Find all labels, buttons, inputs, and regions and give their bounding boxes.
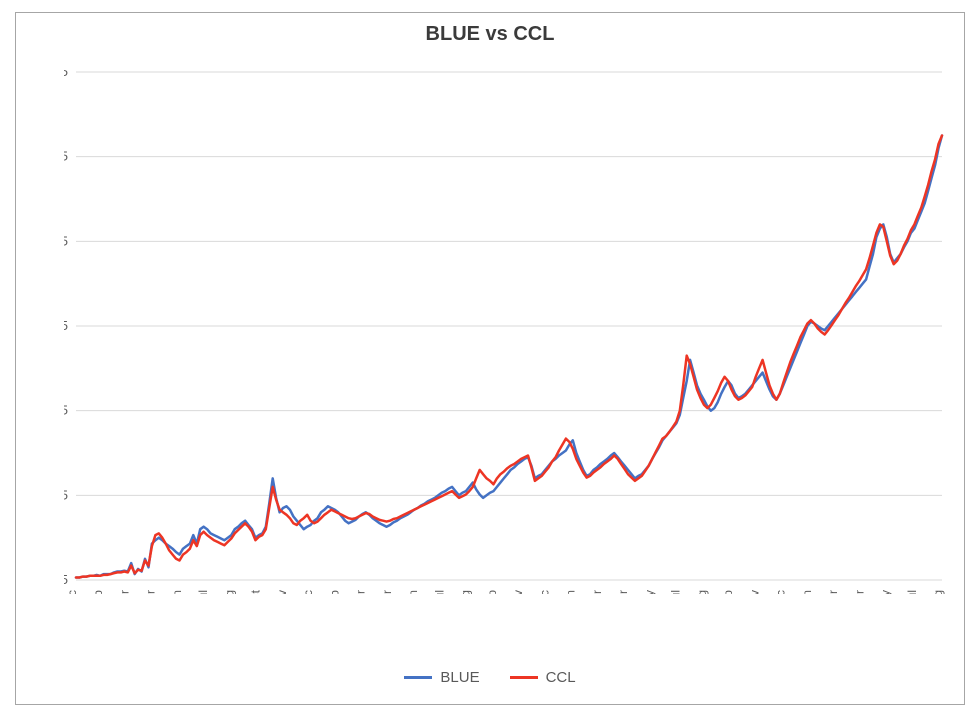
chart-frame: BLUE vs CCL 75 175 275 375 475 575 675 30-Dec 8-… [15,12,965,705]
legend-label-blue: BLUE [440,669,479,686]
xtick-label: 23-Jan [800,590,814,594]
legend: BLUE CCL [16,669,964,686]
xtick-label: 23-May [879,590,893,594]
legend-swatch-ccl [510,676,538,679]
plot-area: 75 175 275 375 475 575 675 30-Dec 8-Feb 19-Mar 28-… [64,68,946,594]
xtick-label: 5-Oct [249,589,263,594]
xtick-label: 28-Apr [144,590,158,594]
series-ccl [76,136,942,578]
xtick-label: 8-Feb [91,590,105,594]
xtick-label: 14-Nov [275,590,289,594]
xtick-label: 21-Aug [459,590,473,594]
xtick-label: 28-Jan [564,590,578,594]
xtick-label: 13-Apr [852,590,866,594]
svg-text:675: 675 [64,68,68,79]
xtick-label: 12-Jul [432,590,446,594]
legend-label-ccl: CCL [546,669,576,686]
xtick-label: 14-Mar [354,590,368,594]
xtick-label: 26-Aug [222,590,236,594]
xtick-label: 16-Aug [695,590,709,594]
xtick-label: 2-Jul [905,590,919,594]
xtick-label: 17-Jul [196,590,210,594]
legend-item-ccl: CCL [510,669,576,686]
svg-text:375: 375 [64,318,68,333]
svg-text:575: 575 [64,149,68,164]
xtick-label: 14-Dec [774,590,788,594]
xtick-label: 19-Dec [537,590,551,594]
xtick-label: 18-Apr [616,590,630,594]
xtick-label: 9-Mar [590,590,604,594]
chart-container: BLUE vs CCL 75 175 275 375 475 575 675 30-Dec 8-… [0,0,980,717]
xtick-label: 2-Feb [327,590,341,594]
series-blue [76,136,942,578]
xtick-label: 23-Apr [380,590,394,594]
xtick-label: 4-Mar [826,590,840,594]
svg-text:275: 275 [64,403,68,418]
xtick-label: 7-Jul [669,590,683,594]
plot-svg: 75 175 275 375 475 575 675 30-Dec 8-Feb 19-Mar 28-… [64,68,946,594]
xtick-label: 9-Nov [511,590,525,594]
chart-title: BLUE vs CCL [16,23,964,46]
xtick-label: 19-Mar [117,590,131,594]
xtick-label: 24-Dec [301,590,315,594]
xtick-label: 30-Sep [485,590,499,594]
svg-text:175: 175 [64,487,68,502]
legend-swatch-blue [404,676,432,679]
xtick-label: 25-Sep [721,590,735,594]
xtick-label: 11-Aug [931,590,945,594]
svg-text:75: 75 [64,572,68,587]
xtick-label: 7-Jun [170,590,184,594]
svg-text:475: 475 [64,233,68,248]
legend-item-blue: BLUE [404,669,479,686]
xtick-label: 4-Nov [747,590,761,594]
xtick-label: 2-Jun [406,590,420,594]
xtick-label: 30-Dec [65,590,79,594]
xtick-label: 28-May [642,590,656,594]
